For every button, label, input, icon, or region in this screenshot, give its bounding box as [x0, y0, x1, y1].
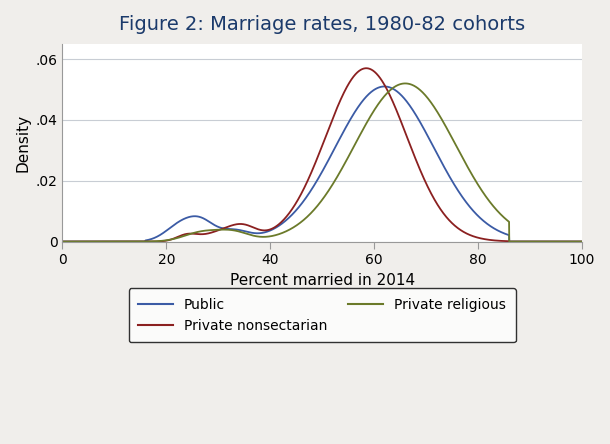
Line: Private religious: Private religious — [62, 83, 582, 242]
Public — [149, 236, 156, 241]
Title: Figure 2: Marriage rates, 1980-82 cohorts: Figure 2: Marriage rates, 1980-82 cohort… — [119, 15, 525, 34]
Private religious — [118, 239, 125, 244]
Public — [118, 239, 125, 244]
Public — [568, 239, 575, 244]
Public — [59, 239, 66, 244]
Private religious — [578, 239, 586, 244]
Public — [512, 239, 520, 244]
X-axis label: Percent married in 2014: Percent married in 2014 — [229, 273, 415, 288]
Private nonsectarian — [568, 239, 575, 244]
Private nonsectarian — [149, 239, 156, 244]
Private religious — [281, 230, 288, 235]
Private nonsectarian — [59, 239, 66, 244]
Private nonsectarian — [512, 239, 520, 244]
Private religious — [512, 239, 520, 244]
Private religious — [568, 239, 575, 244]
Public — [578, 239, 586, 244]
Private nonsectarian — [362, 66, 370, 71]
Legend: Public, Private nonsectarian, Private religious: Public, Private nonsectarian, Private re… — [129, 288, 515, 342]
Private nonsectarian — [578, 239, 586, 244]
Private nonsectarian — [258, 227, 265, 233]
Private religious — [149, 239, 156, 244]
Line: Public: Public — [62, 87, 582, 242]
Y-axis label: Density: Density — [15, 114, 30, 172]
Public — [258, 230, 265, 236]
Private nonsectarian — [118, 239, 125, 244]
Private religious — [59, 239, 66, 244]
Private nonsectarian — [281, 217, 288, 222]
Private religious — [258, 234, 265, 239]
Public — [281, 219, 288, 225]
Line: Private nonsectarian: Private nonsectarian — [62, 68, 582, 242]
Private religious — [401, 81, 409, 86]
Public — [381, 84, 388, 89]
